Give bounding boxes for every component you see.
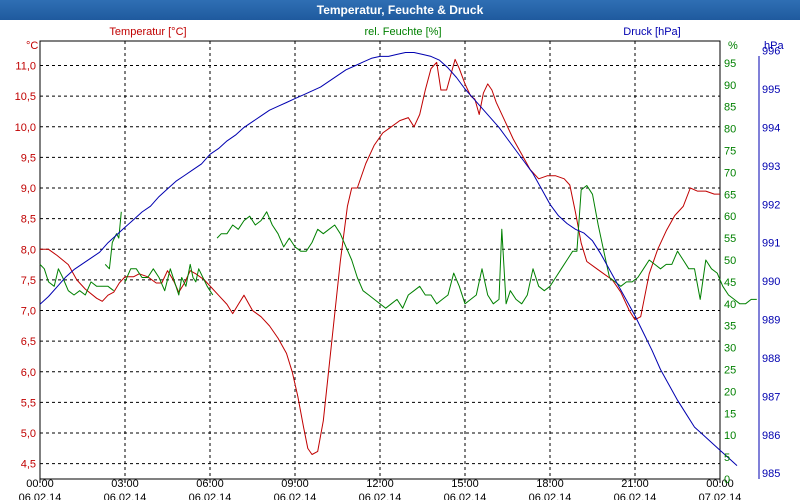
humidity-tick-label: 75 — [724, 146, 736, 158]
x-tick-time: 18:00 — [536, 478, 564, 490]
grid — [40, 41, 720, 479]
pressure-series-line — [39, 52, 738, 466]
temperature-tick-label: 8,0 — [21, 244, 36, 256]
humidity-tick-label: 95 — [724, 58, 736, 70]
humidity-tick-label: 60 — [724, 211, 736, 223]
x-tick-date: 07.02.14 — [699, 492, 742, 500]
x-tick-date: 06.02.14 — [444, 492, 487, 500]
pressure-unit: hPa — [764, 40, 784, 52]
x-tick-time: 00:00 — [26, 478, 54, 490]
humidity-tick-label: 25 — [724, 365, 736, 377]
x-tick-date: 06.02.14 — [529, 492, 572, 500]
humidity-series-line — [216, 185, 757, 309]
x-tick-date: 06.02.14 — [104, 492, 147, 500]
humidity-tick-label: 90 — [724, 80, 736, 92]
temperature-series-line — [40, 58, 720, 455]
x-tick-date: 06.02.14 — [189, 492, 232, 500]
temperature-tick-label: 5,5 — [21, 397, 36, 409]
temperature-tick-label: 7,0 — [21, 306, 36, 318]
humidity-tick-label: 50 — [724, 255, 736, 267]
temperature-tick-label: 8,5 — [21, 214, 36, 226]
pressure-tick-label: 986 — [762, 430, 780, 442]
pressure-tick-label: 987 — [762, 391, 780, 403]
x-tick-date: 06.02.14 — [274, 492, 317, 500]
humidity-series-line — [104, 211, 122, 270]
humidity-tick-label: 10 — [724, 430, 736, 442]
pressure-tick-label: 996 — [762, 46, 780, 58]
humidity-tick-label: 15 — [724, 408, 736, 420]
x-tick-time: 06:00 — [196, 478, 224, 490]
x-tick-date: 06.02.14 — [359, 492, 402, 500]
pressure-tick-label: 991 — [762, 238, 780, 250]
chart-title-bar: Temperatur, Feuchte & Druck — [0, 0, 800, 20]
pressure-tick-label: 988 — [762, 353, 780, 365]
temperature-tick-label: 6,5 — [21, 336, 36, 348]
pressure-tick-label: 989 — [762, 315, 780, 327]
humidity-tick-label: 85 — [724, 102, 736, 114]
x-tick-time: 09:00 — [281, 478, 309, 490]
humidity-legend: rel. Feuchte [%] — [364, 26, 441, 38]
pressure-tick-label: 995 — [762, 84, 780, 96]
temperature-legend: Temperatur [°C] — [109, 26, 186, 38]
temperature-tick-label: 11,0 — [15, 61, 36, 73]
x-tick-time: 15:00 — [451, 478, 479, 490]
x-tick-date: 06.02.14 — [614, 492, 657, 500]
pressure-legend: Druck [hPa] — [623, 26, 680, 38]
x-tick-time: 03:00 — [111, 478, 139, 490]
temperature-tick-label: 9,0 — [21, 183, 36, 195]
humidity-tick-label: 5 — [724, 452, 730, 464]
temperature-unit: °C — [26, 40, 38, 52]
pressure-tick-label: 993 — [762, 161, 780, 173]
axis-layer: 00:00 06.02.14 03:00 06.02.14 06:00 06.02.14 0… — [15, 26, 785, 500]
temperature-tick-label: 9,5 — [21, 152, 36, 164]
temperature-tick-label: 5,0 — [21, 428, 36, 440]
humidity-series-line — [124, 263, 214, 296]
temperature-tick-label: 10,0 — [15, 122, 36, 134]
pressure-tick-label: 994 — [762, 122, 780, 134]
chart-canvas: 00:00 06.02.14 03:00 06.02.14 06:00 06.02.14 0… — [15, 26, 785, 500]
humidity-tick-label: 30 — [724, 343, 736, 355]
temperature-tick-label: 10,5 — [15, 91, 36, 103]
pressure-tick-label: 990 — [762, 276, 780, 288]
temperature-tick-label: 7,5 — [21, 275, 36, 287]
x-tick-date: 06.02.14 — [19, 492, 62, 500]
pressure-tick-label: 985 — [762, 468, 780, 480]
humidity-tick-label: 0 — [724, 474, 730, 486]
humidity-tick-label: 40 — [724, 299, 736, 311]
humidity-tick-label: 65 — [724, 189, 736, 201]
temperature-tick-label: 4,5 — [21, 459, 36, 471]
humidity-unit: % — [728, 40, 738, 52]
humidity-tick-label: 20 — [724, 386, 736, 398]
x-tick-time: 00:00 — [706, 478, 734, 490]
humidity-tick-label: 45 — [724, 277, 736, 289]
humidity-tick-label: 80 — [724, 124, 736, 136]
humidity-tick-label: 35 — [724, 321, 736, 333]
pressure-tick-label: 992 — [762, 199, 780, 211]
humidity-tick-label: 70 — [724, 167, 736, 179]
humidity-tick-label: 55 — [724, 233, 736, 245]
humidity-series-line — [39, 264, 115, 296]
series-layer — [39, 52, 757, 466]
chart-title: Temperatur, Feuchte & Druck — [316, 3, 484, 17]
x-tick-time: 12:00 — [366, 478, 394, 490]
temperature-tick-label: 6,0 — [21, 367, 36, 379]
x-tick-time: 21:00 — [621, 478, 649, 490]
